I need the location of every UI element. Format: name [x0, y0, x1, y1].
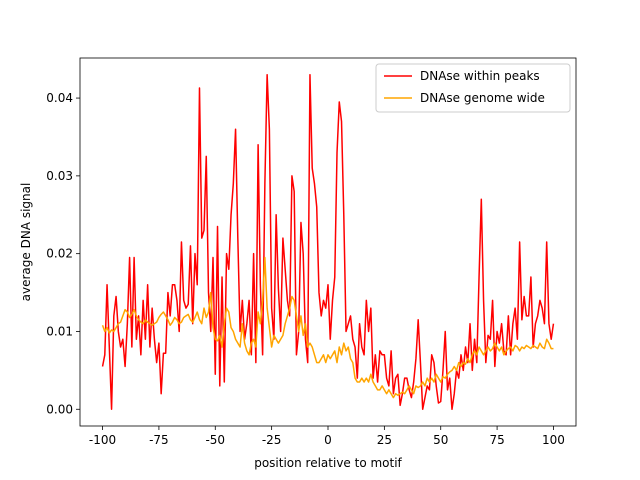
x-tick-label: 25	[377, 433, 392, 447]
data-line	[101, 73, 555, 411]
legend-label: DNAse within peaks	[420, 69, 540, 83]
x-tick-label: -50	[205, 433, 225, 447]
y-tick-label: 0.03	[46, 169, 73, 183]
x-tick-label: 75	[489, 433, 504, 447]
y-axis-label: average DNA signal	[19, 183, 33, 302]
x-axis-label: position relative to motif	[254, 456, 402, 470]
x-tick-label: 0	[324, 433, 332, 447]
y-tick-label: 0.02	[46, 247, 73, 261]
x-tick-label: 100	[542, 433, 565, 447]
data-line	[101, 256, 554, 399]
x-tick-label: -25	[262, 433, 282, 447]
legend-label: DNAse genome wide	[420, 91, 545, 105]
y-tick-label: 0.00	[46, 402, 73, 416]
x-tick-label: -75	[149, 433, 169, 447]
x-tick-label: -100	[89, 433, 116, 447]
y-tick-label: 0.01	[46, 324, 73, 338]
legend-box	[375, 63, 571, 113]
x-tick-label: 50	[433, 433, 448, 447]
plot-frame	[79, 57, 577, 427]
y-tick-label: 0.04	[46, 91, 73, 105]
